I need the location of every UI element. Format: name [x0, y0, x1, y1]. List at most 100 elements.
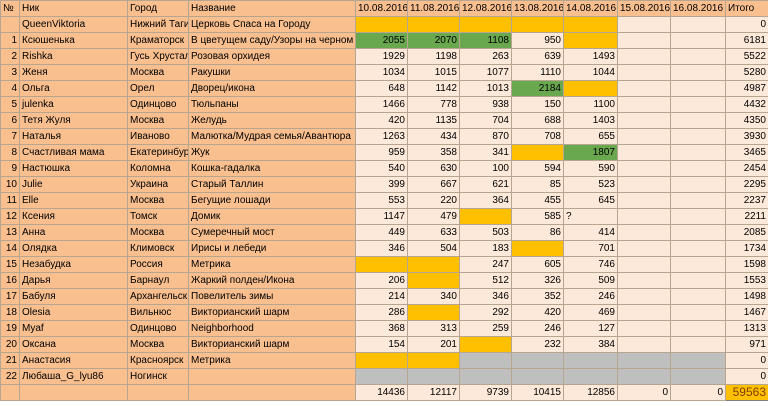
empty-cell: [459, 208, 512, 225]
text-cell: Повелитель зимы: [188, 288, 356, 305]
value-cell: 368: [355, 320, 408, 337]
value-cell: 1198: [407, 48, 460, 65]
empty-cell: [670, 160, 726, 177]
empty-cell: [617, 224, 671, 241]
empty-cell: [407, 352, 460, 369]
text-cell: 10: [0, 176, 20, 193]
value-cell: 246: [563, 288, 618, 305]
data-row: 19 Myaf Одинцово Neighborhood 368 313 259 246 12…: [0, 320, 768, 337]
empty-cell: [459, 352, 512, 369]
empty-cell: [355, 16, 408, 33]
text-cell: Москва: [127, 64, 189, 81]
value-cell: 420: [355, 112, 408, 129]
value-cell: 1263: [355, 128, 408, 145]
data-row: 3 Женя Москва Ракушки 1034 1015 1077 1110 1044 52…: [0, 64, 768, 81]
value-cell: 414: [563, 224, 618, 241]
value-cell: 232: [511, 336, 564, 353]
value-cell: 1598: [725, 256, 768, 273]
empty-cell: [407, 272, 460, 289]
empty-cell: [459, 368, 512, 385]
value-cell: 358: [407, 144, 460, 161]
empty-cell: [617, 336, 671, 353]
text-cell: Дворец/икона: [188, 80, 356, 97]
text-cell: Гусь Хрустальный: [127, 48, 189, 65]
empty-cell: [563, 368, 618, 385]
value-cell: 1403: [563, 112, 618, 129]
value-cell: 1929: [355, 48, 408, 65]
value-cell: 870: [459, 128, 512, 145]
text-cell: 7: [0, 128, 20, 145]
empty-cell: [670, 208, 726, 225]
value-cell: 950: [511, 32, 564, 49]
data-row: 17 Бабуля Архангельск Повелитель зимы 214 340…: [0, 288, 768, 305]
value-cell: 778: [407, 96, 460, 113]
data-row: 20 Оксана Москва Викторианский шарм 154 201 23…: [0, 336, 768, 353]
value-cell: 1044: [563, 64, 618, 81]
value-cell: 5280: [725, 64, 768, 81]
text-cell: Myaf: [19, 320, 128, 337]
text-cell: 22: [0, 368, 20, 385]
data-row: 10 Julie Украина Старый Таллин 399 667 621 85 52…: [0, 176, 768, 193]
text-cell: Незабудка: [19, 256, 128, 273]
empty-cell: [19, 384, 128, 401]
text-cell: Elle: [19, 192, 128, 209]
text-cell: Красноярск: [127, 352, 189, 369]
empty-cell: [511, 368, 564, 385]
empty-cell: [617, 160, 671, 177]
empty-cell: [355, 368, 408, 385]
value-cell: 2211: [725, 208, 768, 225]
empty-cell: [407, 368, 460, 385]
value-cell: 326: [511, 272, 564, 289]
value-cell: 183: [459, 240, 512, 257]
text-cell: 4: [0, 80, 20, 97]
empty-cell: [617, 48, 671, 65]
text-cell: Викторианский шарм: [188, 304, 356, 321]
empty-cell: [670, 128, 726, 145]
total-cell: 14436: [355, 384, 408, 401]
text-cell: 12: [0, 208, 20, 225]
text-cell: Сумеречный мост: [188, 224, 356, 241]
empty-cell: [670, 368, 726, 385]
value-cell: 971: [725, 336, 768, 353]
text-cell: Любаша_G_lyu86: [19, 368, 128, 385]
text-cell: 13: [0, 224, 20, 241]
data-row: 15 Незабудка Россия Метрика 247 605 746 1598: [0, 256, 768, 273]
value-cell: 503: [459, 224, 512, 241]
text-cell: Орел: [127, 80, 189, 97]
text-cell: Метрика: [188, 352, 356, 369]
value-cell: 2055: [355, 32, 408, 49]
empty-cell: [670, 96, 726, 113]
empty-cell: [670, 192, 726, 209]
empty-cell: [617, 368, 671, 385]
text-cell: Одинцово: [127, 320, 189, 337]
text-cell: Коломна: [127, 160, 189, 177]
empty-cell: [617, 176, 671, 193]
text-cell: Климовск: [127, 240, 189, 257]
value-cell: 585: [511, 208, 564, 225]
empty-cell: [670, 304, 726, 321]
empty-cell: [670, 352, 726, 369]
text-cell: 9: [0, 160, 20, 177]
totals-row: 14436 12117 9739 10415 12856 0 0 59563: [0, 384, 768, 401]
text-cell: Кошка-гадалка: [188, 160, 356, 177]
value-cell: 2070: [407, 32, 460, 49]
text-cell: Бегущие лошади: [188, 192, 356, 209]
header-cell: 16.08.2016: [670, 0, 726, 17]
total-cell: 12117: [407, 384, 460, 401]
text-cell: Москва: [127, 224, 189, 241]
text-cell: Жук: [188, 144, 356, 161]
value-cell: 6181: [725, 32, 768, 49]
text-cell: 19: [0, 320, 20, 337]
value-cell: 100: [459, 160, 512, 177]
empty-cell: [617, 64, 671, 81]
text-cell: Тетя Жуля: [19, 112, 128, 129]
total-cell: 9739: [459, 384, 512, 401]
value-cell: 959: [355, 144, 408, 161]
empty-cell: [617, 32, 671, 49]
empty-cell: [0, 16, 20, 33]
text-cell: 11: [0, 192, 20, 209]
value-cell: 346: [459, 288, 512, 305]
value-cell: 1034: [355, 64, 408, 81]
